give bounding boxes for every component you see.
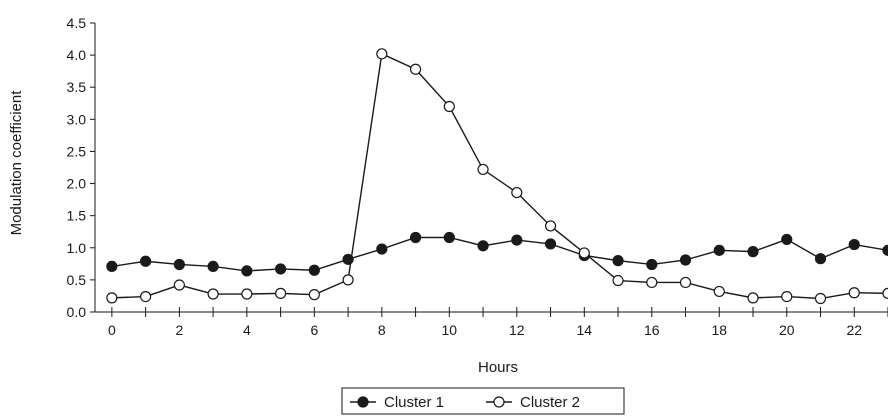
data-point-cluster-2	[612, 274, 624, 287]
data-point-cluster-1	[612, 255, 624, 267]
data-point-cluster-1	[241, 265, 253, 277]
data-point-cluster-1	[140, 255, 152, 267]
series-line-cluster-2	[111, 52, 888, 300]
y-tick-label: 3.0	[67, 111, 87, 127]
data-point-cluster-2	[578, 247, 590, 259]
data-point-cluster-2	[511, 186, 523, 199]
data-point-cluster-2	[781, 290, 793, 303]
x-tick-label: 0	[108, 322, 116, 338]
legend-box	[341, 387, 625, 415]
x-tick-label: 2	[175, 322, 183, 338]
data-point-cluster-1	[747, 246, 759, 258]
data-point-cluster-2	[275, 287, 287, 299]
data-point-cluster-2	[848, 287, 860, 299]
data-point-cluster-1	[848, 238, 860, 251]
data-point-cluster-2	[308, 289, 320, 301]
y-tick-label: 1.0	[67, 240, 87, 256]
data-point-cluster-2	[443, 100, 455, 113]
data-point-cluster-1	[882, 244, 888, 256]
data-point-cluster-2	[106, 292, 118, 304]
series-line-cluster-1	[111, 236, 888, 272]
data-point-cluster-2	[376, 48, 388, 60]
data-point-cluster-1	[544, 238, 557, 250]
x-tick-label: 10	[442, 322, 458, 338]
data-point-cluster-1	[376, 243, 388, 255]
legend-marker-cluster-2	[493, 396, 505, 408]
data-point-cluster-1	[106, 260, 118, 272]
data-point-cluster-2	[207, 288, 219, 300]
data-point-cluster-2	[679, 276, 692, 289]
x-tick-label: 16	[644, 322, 660, 338]
y-tick-label: 3.5	[67, 79, 87, 95]
x-tick-label: 20	[779, 322, 795, 338]
data-point-cluster-2	[544, 220, 557, 232]
data-point-cluster-1	[477, 240, 489, 252]
y-tick-label: 0.0	[67, 304, 87, 320]
data-point-cluster-2	[713, 285, 725, 298]
data-point-cluster-1	[173, 258, 185, 271]
data-point-cluster-1	[275, 263, 287, 275]
data-point-cluster-2	[409, 63, 422, 75]
data-point-cluster-1	[781, 233, 793, 246]
data-point-cluster-2	[747, 292, 759, 304]
data-point-cluster-1	[342, 253, 354, 265]
data-point-cluster-2	[140, 290, 152, 303]
x-tick-label: 4	[243, 322, 251, 338]
data-point-cluster-2	[814, 292, 827, 305]
data-point-cluster-1	[713, 244, 725, 256]
y-tick-label: 4.5	[67, 15, 87, 31]
y-tick-label: 0.5	[67, 272, 87, 288]
x-tick-label: 14	[577, 322, 593, 338]
x-tick-label: 12	[509, 322, 525, 338]
x-tick-label: 6	[310, 322, 318, 338]
data-point-cluster-1	[443, 231, 455, 244]
plot-area: 0.0 0.5 1.0 1.5 2.0 2.5 3.0 3.5 4.0 4.5 0 2 4 6 8 10 12 1…	[67, 15, 888, 338]
data-point-cluster-1	[646, 258, 658, 271]
data-point-cluster-1	[679, 254, 692, 266]
data-point-cluster-1	[409, 231, 422, 244]
data-point-cluster-1	[814, 253, 827, 265]
legend-marker-cluster-1	[357, 396, 369, 408]
data-point-cluster-2	[342, 274, 354, 286]
data-point-cluster-1	[207, 260, 219, 272]
data-point-cluster-2	[477, 163, 489, 176]
data-point-cluster-2	[173, 279, 185, 291]
x-tick-label: 18	[711, 322, 727, 338]
legend-label-cluster-1: Cluster 1	[384, 394, 444, 411]
data-point-cluster-2	[646, 276, 658, 289]
legend-label-cluster-2: Cluster 2	[520, 394, 580, 411]
data-point-cluster-2	[241, 288, 253, 300]
data-point-cluster-1	[308, 264, 320, 276]
y-tick-label: 4.0	[67, 47, 87, 63]
data-point-cluster-1	[511, 234, 523, 246]
y-axis-title: Modulation coefficient	[8, 90, 25, 236]
legend: Cluster 1 Cluster 2	[341, 387, 625, 415]
data-point-cluster-2	[882, 287, 888, 299]
y-tick-label: 2.0	[67, 176, 87, 192]
x-tick-label: 22	[846, 322, 862, 338]
y-tick-label: 2.5	[67, 143, 87, 159]
y-tick-label: 1.5	[67, 208, 87, 224]
x-axis-title: Hours	[478, 359, 518, 376]
x-tick-label: 8	[378, 322, 386, 338]
